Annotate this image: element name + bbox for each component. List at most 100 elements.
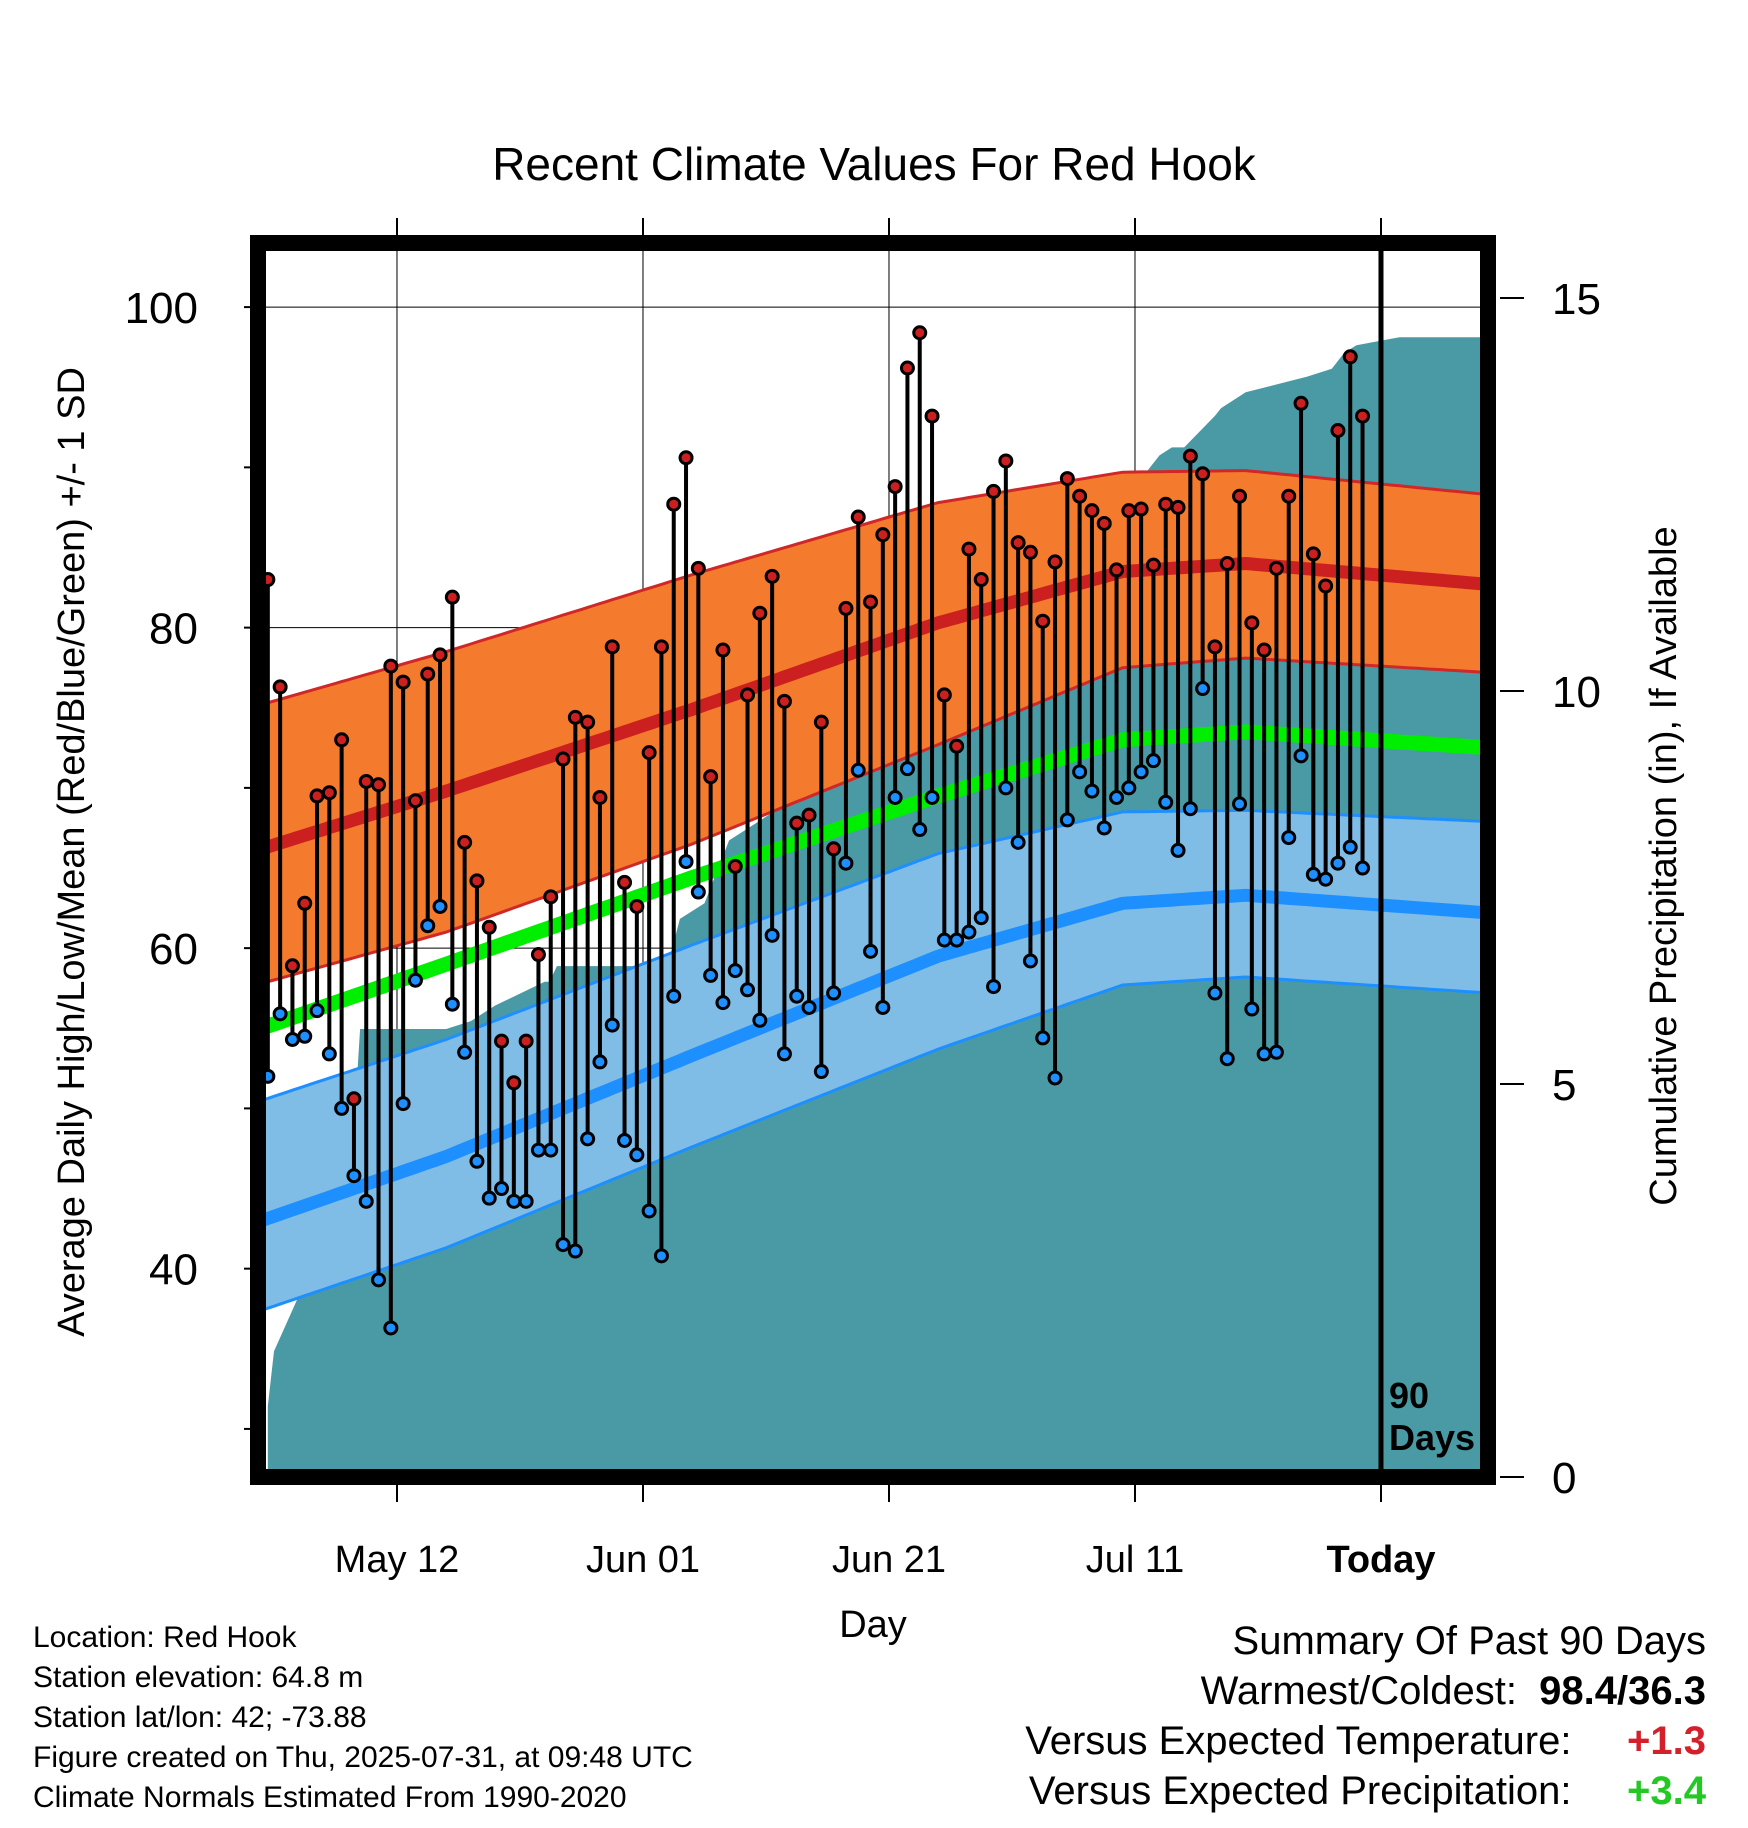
elevation-text: Station elevation: 64.8 m xyxy=(33,1661,364,1694)
low-point xyxy=(1207,985,1223,1001)
y2-tick-label: 10 xyxy=(1552,668,1601,717)
today-annotation: Days xyxy=(1389,1417,1475,1458)
high-point xyxy=(678,450,694,466)
low-point xyxy=(1219,1051,1235,1067)
low-point xyxy=(580,1131,596,1147)
high-point xyxy=(1158,496,1174,512)
high-point xyxy=(1232,488,1248,504)
low-point xyxy=(420,918,436,934)
low-point xyxy=(863,943,879,959)
high-point xyxy=(567,709,583,725)
low-point xyxy=(518,1193,534,1209)
low-point xyxy=(949,932,965,948)
low-point xyxy=(1281,830,1297,846)
summary-panel: Summary Of Past 90 Days Warmest/Coldest:… xyxy=(1025,1616,1706,1816)
low-point xyxy=(1195,681,1211,697)
low-point xyxy=(1084,783,1100,799)
high-point xyxy=(653,639,669,655)
low-point xyxy=(457,1044,473,1060)
high-point xyxy=(469,873,485,889)
today-annotation: 90 xyxy=(1389,1375,1429,1416)
high-point xyxy=(1022,544,1038,560)
low-point xyxy=(1268,1044,1284,1060)
station-info: Location: Red Hook Station elevation: 64… xyxy=(33,1618,693,1818)
low-point xyxy=(1355,860,1371,876)
low-point xyxy=(973,910,989,926)
temp-value: +1.3 xyxy=(1627,1719,1706,1763)
high-point xyxy=(494,1033,510,1049)
y-axis-label: Average Daily High/Low/Mean (Red/Blue/Gr… xyxy=(51,367,93,1337)
low-point xyxy=(1035,1030,1051,1046)
high-point xyxy=(1047,554,1063,570)
high-point xyxy=(1268,560,1284,576)
low-point xyxy=(506,1193,522,1209)
low-point xyxy=(321,1046,337,1062)
low-point xyxy=(1059,812,1075,828)
high-point xyxy=(481,919,497,935)
low-point xyxy=(678,854,694,870)
warm-cold-value: 98.4/36.3 xyxy=(1539,1669,1706,1713)
axes: 100 80 60 40 15 10 5 0 May 12 Jun 01 Jun 21 Jul 11 T… xyxy=(125,218,1601,1581)
x-tick-label: May 12 xyxy=(335,1539,460,1581)
low-point xyxy=(912,822,928,838)
low-point xyxy=(1232,796,1248,812)
y2-axis-label: Cumulative Precipitation (in), If Availa… xyxy=(1643,526,1685,1205)
low-point xyxy=(1256,1046,1272,1062)
high-point xyxy=(949,738,965,754)
high-point xyxy=(1182,448,1198,464)
high-point xyxy=(1109,562,1125,578)
x-tick-label: Jun 01 xyxy=(586,1539,700,1581)
high-point xyxy=(1355,408,1371,424)
high-point xyxy=(899,360,915,376)
low-point xyxy=(690,884,706,900)
low-point xyxy=(1010,834,1026,850)
x-tick-label: Jun 21 xyxy=(832,1539,946,1581)
low-point xyxy=(567,1243,583,1259)
low-point xyxy=(899,761,915,777)
high-point xyxy=(801,807,817,823)
warm-cold-row: Warmest/Coldest: 98.4/36.3 xyxy=(1025,1666,1706,1716)
high-point xyxy=(986,483,1002,499)
high-point xyxy=(973,572,989,588)
y-tick-label: 80 xyxy=(149,605,198,654)
high-point xyxy=(912,325,928,341)
high-point xyxy=(1256,642,1272,658)
high-point xyxy=(1195,466,1211,482)
high-point xyxy=(395,674,411,690)
low-point xyxy=(1170,842,1186,858)
low-point xyxy=(887,789,903,805)
low-point xyxy=(641,1203,657,1219)
high-point xyxy=(555,751,571,767)
low-point xyxy=(1305,866,1321,882)
high-point xyxy=(1170,499,1186,515)
high-point xyxy=(1121,503,1137,519)
low-point xyxy=(875,999,891,1015)
low-point xyxy=(494,1181,510,1197)
high-point xyxy=(789,815,805,831)
normal-high-sd-band-upper-edge xyxy=(261,469,1486,706)
high-point xyxy=(444,589,460,605)
y2-tick-label: 5 xyxy=(1552,1061,1576,1110)
high-point xyxy=(506,1075,522,1091)
low-point xyxy=(752,1012,768,1028)
high-point xyxy=(690,560,706,576)
normal-low-line xyxy=(259,888,1486,1227)
high-point xyxy=(752,605,768,621)
low-point xyxy=(715,995,731,1011)
low-point xyxy=(1022,953,1038,969)
high-point xyxy=(1207,639,1223,655)
created-text: Figure created on Thu, 2025-07-31, at 09… xyxy=(33,1741,693,1774)
low-point xyxy=(444,996,460,1012)
normal-low-sd-band xyxy=(261,810,1486,1311)
low-point xyxy=(998,780,1014,796)
latlon-text: Station lat/lon: 42; -73.88 xyxy=(33,1701,367,1734)
normal-low-sd-band-lower-edge xyxy=(261,975,1486,1312)
high-point xyxy=(1145,557,1161,573)
low-point xyxy=(1293,748,1309,764)
low-point xyxy=(776,1046,792,1062)
low-point xyxy=(604,1017,620,1033)
high-point xyxy=(309,788,325,804)
high-point xyxy=(740,687,756,703)
high-point xyxy=(1035,613,1051,629)
